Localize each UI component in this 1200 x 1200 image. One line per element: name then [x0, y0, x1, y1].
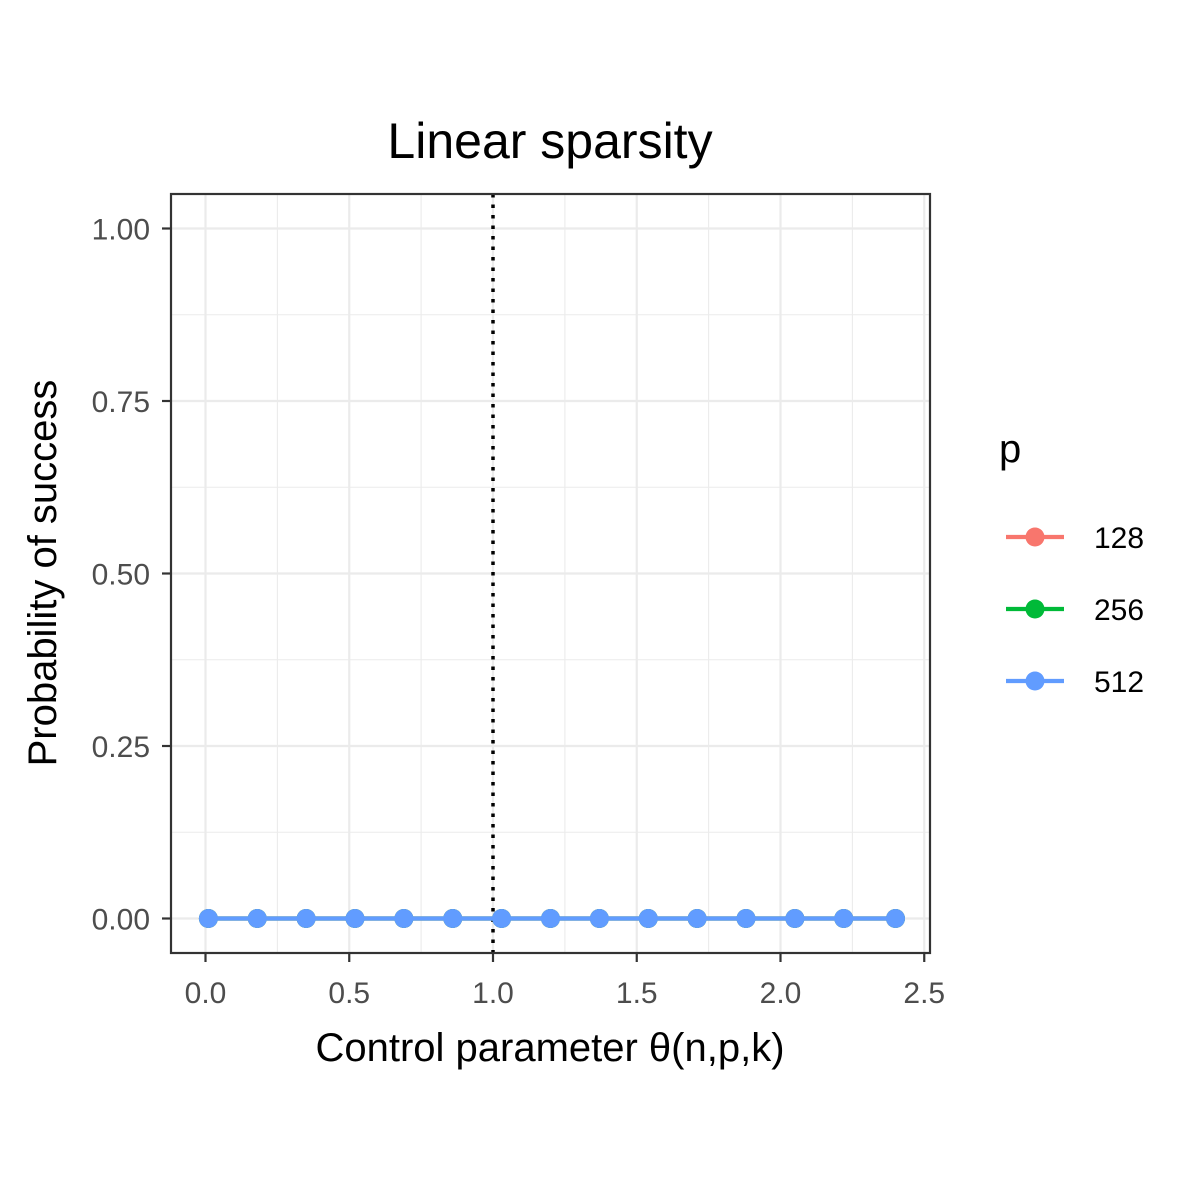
- data-point-512: [394, 909, 414, 928]
- y-tick-label: 0.50: [92, 559, 150, 592]
- x-axis-title: Control parameter θ(n,p,k): [315, 1026, 784, 1070]
- x-tick-label: 2.0: [760, 977, 802, 1010]
- data-point-512: [589, 909, 609, 928]
- data-point-512: [345, 909, 365, 928]
- legend: p 128 256 512: [999, 427, 1144, 699]
- data-point-512: [736, 909, 756, 928]
- legend-title: p: [999, 427, 1021, 471]
- data-point-512: [541, 909, 560, 928]
- x-tick-label: 2.5: [903, 977, 945, 1010]
- legend-item-512: 512: [1006, 666, 1144, 699]
- legend-item-256: 256: [1006, 594, 1144, 627]
- x-tick-label: 0.0: [185, 977, 227, 1010]
- y-axis-title: Probability of success: [21, 380, 65, 767]
- y-tick-label: 0.25: [92, 731, 150, 764]
- legend-label: 256: [1094, 594, 1144, 627]
- data-point-512: [492, 909, 512, 928]
- data-point-512: [785, 909, 805, 928]
- series-layer: [198, 909, 905, 928]
- x-tick-label: 1.5: [616, 977, 658, 1010]
- data-point-512: [687, 909, 707, 928]
- data-point-512: [247, 909, 267, 928]
- y-tick-label: 0.75: [92, 386, 150, 419]
- data-point-512: [886, 909, 905, 928]
- legend-key-point: [1025, 527, 1045, 547]
- data-point-512: [443, 909, 463, 928]
- data-point-512: [296, 909, 316, 928]
- y-axis: 0.00 0.25 0.50 0.75 1.00: [92, 214, 171, 937]
- x-tick-label: 0.5: [328, 977, 370, 1010]
- y-tick-label: 0.00: [92, 904, 150, 937]
- data-point-512: [198, 909, 218, 928]
- data-point-512: [638, 909, 658, 928]
- series-512: [198, 909, 905, 928]
- chart-title: Linear sparsity: [387, 113, 712, 169]
- legend-key-point: [1025, 599, 1045, 619]
- y-tick-label: 1.00: [92, 214, 150, 247]
- legend-key-point: [1025, 671, 1045, 691]
- data-point-512: [834, 909, 854, 928]
- x-tick-label: 1.0: [472, 977, 514, 1010]
- legend-label: 128: [1094, 522, 1144, 555]
- x-axis: 0.0 0.5 1.0 1.5 2.0 2.5: [185, 953, 945, 1010]
- legend-item-128: 128: [1006, 522, 1144, 555]
- legend-label: 512: [1094, 666, 1144, 699]
